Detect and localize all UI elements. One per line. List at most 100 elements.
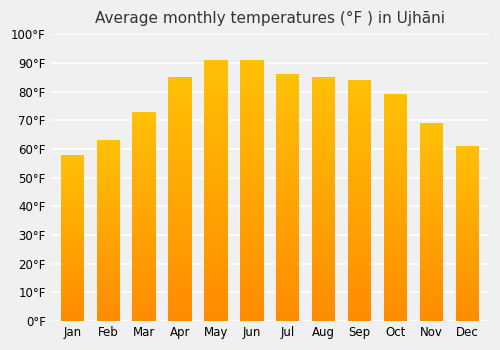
- Bar: [456, 221, 479, 223]
- Bar: [168, 111, 192, 114]
- Bar: [312, 199, 336, 202]
- Bar: [240, 149, 264, 152]
- Bar: [348, 196, 372, 198]
- Bar: [60, 285, 84, 286]
- Bar: [420, 244, 443, 246]
- Bar: [420, 319, 443, 321]
- Bar: [240, 104, 264, 107]
- Bar: [456, 286, 479, 288]
- Bar: [204, 146, 228, 149]
- Bar: [384, 174, 407, 176]
- Bar: [420, 188, 443, 190]
- Bar: [96, 299, 120, 301]
- Bar: [240, 251, 264, 253]
- Bar: [384, 314, 407, 316]
- Bar: [204, 89, 228, 91]
- Bar: [168, 233, 192, 236]
- Bar: [240, 65, 264, 68]
- Bar: [348, 292, 372, 295]
- Bar: [276, 84, 299, 87]
- Bar: [348, 116, 372, 119]
- Bar: [312, 272, 336, 275]
- Bar: [384, 285, 407, 287]
- Bar: [420, 123, 443, 125]
- Bar: [276, 94, 299, 97]
- Bar: [312, 141, 336, 143]
- Bar: [168, 146, 192, 148]
- Bar: [204, 156, 228, 159]
- Bar: [168, 197, 192, 199]
- Bar: [312, 187, 336, 189]
- Bar: [96, 220, 120, 222]
- Bar: [240, 222, 264, 224]
- Bar: [348, 297, 372, 299]
- Bar: [420, 307, 443, 309]
- Bar: [348, 290, 372, 292]
- Bar: [276, 97, 299, 99]
- Bar: [348, 128, 372, 131]
- Bar: [276, 296, 299, 299]
- Bar: [96, 180, 120, 182]
- Bar: [204, 285, 228, 287]
- Bar: [276, 104, 299, 106]
- Bar: [456, 184, 479, 186]
- Bar: [132, 162, 156, 164]
- Bar: [168, 206, 192, 209]
- Bar: [132, 135, 156, 137]
- Bar: [96, 261, 120, 263]
- Bar: [276, 281, 299, 284]
- Bar: [276, 92, 299, 94]
- Bar: [420, 297, 443, 299]
- Bar: [276, 161, 299, 163]
- Bar: [348, 280, 372, 282]
- Bar: [168, 116, 192, 119]
- Bar: [96, 209, 120, 211]
- Bar: [132, 131, 156, 133]
- Bar: [204, 258, 228, 261]
- Bar: [456, 261, 479, 263]
- Bar: [276, 79, 299, 82]
- Bar: [456, 204, 479, 205]
- Bar: [312, 150, 336, 153]
- Bar: [96, 205, 120, 207]
- Bar: [96, 222, 120, 223]
- Bar: [60, 198, 84, 200]
- Bar: [96, 301, 120, 303]
- Bar: [348, 225, 372, 227]
- Bar: [348, 102, 372, 104]
- Bar: [312, 248, 336, 250]
- Bar: [132, 294, 156, 296]
- Bar: [312, 116, 336, 119]
- Bar: [96, 169, 120, 171]
- Bar: [168, 114, 192, 116]
- Bar: [96, 215, 120, 216]
- Bar: [384, 192, 407, 194]
- Bar: [384, 110, 407, 113]
- Bar: [276, 158, 299, 161]
- Bar: [420, 268, 443, 270]
- Bar: [420, 230, 443, 232]
- Bar: [168, 231, 192, 233]
- Bar: [240, 261, 264, 264]
- Bar: [312, 77, 336, 80]
- Bar: [240, 313, 264, 316]
- Bar: [132, 265, 156, 267]
- Bar: [96, 263, 120, 265]
- Bar: [420, 143, 443, 145]
- Bar: [240, 133, 264, 136]
- Bar: [60, 254, 84, 256]
- Bar: [60, 168, 84, 170]
- Bar: [456, 300, 479, 302]
- Bar: [132, 289, 156, 292]
- Bar: [60, 218, 84, 219]
- Bar: [420, 155, 443, 157]
- Bar: [420, 200, 443, 202]
- Bar: [168, 314, 192, 316]
- Bar: [204, 305, 228, 308]
- Bar: [132, 120, 156, 122]
- Bar: [384, 235, 407, 237]
- Bar: [276, 250, 299, 252]
- Bar: [204, 188, 228, 190]
- Bar: [240, 99, 264, 102]
- Bar: [348, 220, 372, 222]
